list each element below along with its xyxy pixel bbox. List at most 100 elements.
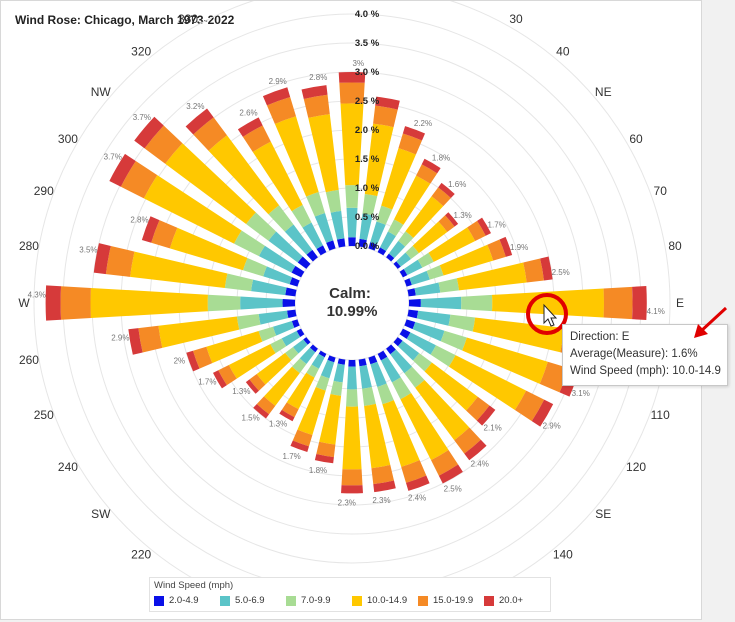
bar-segment xyxy=(330,380,343,396)
bar-segment xyxy=(491,288,604,318)
legend-swatch xyxy=(418,595,428,606)
bar-segment xyxy=(396,252,412,267)
bar-segment xyxy=(326,240,336,251)
bar-segment xyxy=(45,285,62,321)
bar-segment xyxy=(284,224,313,255)
bar-segment xyxy=(130,251,228,289)
bar-segment xyxy=(467,220,486,242)
bar-segment xyxy=(286,372,315,410)
bar-segment xyxy=(289,277,300,287)
bar-segment xyxy=(407,309,419,319)
bar-segment xyxy=(464,439,487,461)
bar-segment xyxy=(414,282,441,296)
total-label: 1.8% xyxy=(309,466,327,475)
calm-center: Calm: 10.99% xyxy=(327,285,378,320)
bar-segment xyxy=(359,364,372,389)
bar-segment xyxy=(236,313,261,330)
legend-swatch xyxy=(352,595,362,606)
bar-segment xyxy=(406,332,436,355)
bar-segment xyxy=(438,215,455,232)
bar-segment xyxy=(381,148,416,210)
calm-value: 10.99% xyxy=(327,303,378,320)
bar-segment xyxy=(499,236,513,257)
bar-segment xyxy=(408,299,421,307)
bar-segment xyxy=(402,126,426,141)
bar-segment xyxy=(308,114,339,193)
direction-bar xyxy=(386,182,455,262)
bar-segment xyxy=(311,353,325,369)
direction-label: E xyxy=(676,296,684,310)
bar-segment xyxy=(348,359,356,367)
bar-segment xyxy=(388,240,406,259)
direction-bar xyxy=(109,153,305,278)
bar-segment xyxy=(426,265,444,280)
bar-segment xyxy=(296,328,305,338)
bar-segment xyxy=(342,406,362,470)
bar-segment xyxy=(404,366,425,388)
direction-label: 250 xyxy=(34,408,54,422)
bar-segment xyxy=(415,379,470,441)
direction-bar xyxy=(404,236,513,287)
total-label: 2.6% xyxy=(239,108,257,117)
bar-segment xyxy=(292,339,308,354)
legend-label: 20.0+ xyxy=(499,595,524,606)
bar-segment xyxy=(472,317,565,353)
bar-segment xyxy=(393,261,401,269)
bar-segment xyxy=(393,337,403,347)
bar-segment xyxy=(448,314,476,332)
bar-segment xyxy=(285,346,299,361)
bar-segment xyxy=(263,366,300,406)
ring-label: 2.5 % xyxy=(355,96,380,107)
bar-segment xyxy=(412,353,432,372)
bar-segment xyxy=(256,396,276,415)
total-label: 3% xyxy=(353,59,365,68)
bar-segment xyxy=(134,116,164,149)
direction-label: 330 xyxy=(178,12,198,26)
direction-label: SE xyxy=(595,507,611,521)
bar-segment xyxy=(399,328,411,339)
bar-segment xyxy=(207,294,241,312)
bar-segment xyxy=(531,399,554,427)
legend-title: Wind Speed (mph) xyxy=(154,580,234,591)
ring-label: 3.5 % xyxy=(355,38,380,49)
hover-highlight xyxy=(526,293,568,335)
total-label: 2.2% xyxy=(414,119,432,128)
bar-segment xyxy=(403,259,423,276)
chart-title: Wind Rose: Chicago, March 1973-2022 xyxy=(15,13,235,27)
bar-segment xyxy=(325,189,342,213)
legend-label: 10.0-14.9 xyxy=(367,595,408,606)
ring-label: 1.0 % xyxy=(355,183,380,194)
bar-segment xyxy=(258,245,296,273)
bar-segment xyxy=(320,359,335,379)
direction-bar xyxy=(245,337,311,394)
bar-segment xyxy=(379,231,396,251)
bar-segment xyxy=(330,210,345,240)
bar-segment xyxy=(291,319,300,328)
bar-segment xyxy=(306,364,319,378)
legend-label: 7.0-9.9 xyxy=(301,595,331,606)
direction-bar xyxy=(128,309,297,355)
bar-segment xyxy=(341,485,363,494)
wind-bars xyxy=(45,71,647,494)
total-label: 2.9% xyxy=(543,421,561,430)
total-label: 2.5% xyxy=(552,268,570,277)
bar-segment xyxy=(421,158,441,174)
ring-label: 0.5 % xyxy=(355,212,380,223)
bar-segment xyxy=(299,347,316,365)
direction-label: 80 xyxy=(668,239,682,253)
ring-labels: 0.0 % 0.5 % 1.0 % 1.5 % 2.0 % 2.5 % 3.0 % 3.5 %… xyxy=(355,9,380,252)
bar-segment xyxy=(268,205,294,232)
bar-segment xyxy=(364,123,394,197)
direction-label: 140 xyxy=(553,547,573,561)
bar-segment xyxy=(303,337,311,345)
bar-segment xyxy=(420,296,462,310)
bar-segment xyxy=(370,221,386,245)
direction-bar xyxy=(212,328,305,389)
bar-segment xyxy=(404,319,416,330)
bar-segment xyxy=(439,244,494,276)
bar-segment xyxy=(399,268,408,278)
bar-segment xyxy=(318,350,327,358)
bar-segment xyxy=(430,345,456,367)
bar-segment xyxy=(362,387,376,406)
direction-bar xyxy=(341,359,363,494)
